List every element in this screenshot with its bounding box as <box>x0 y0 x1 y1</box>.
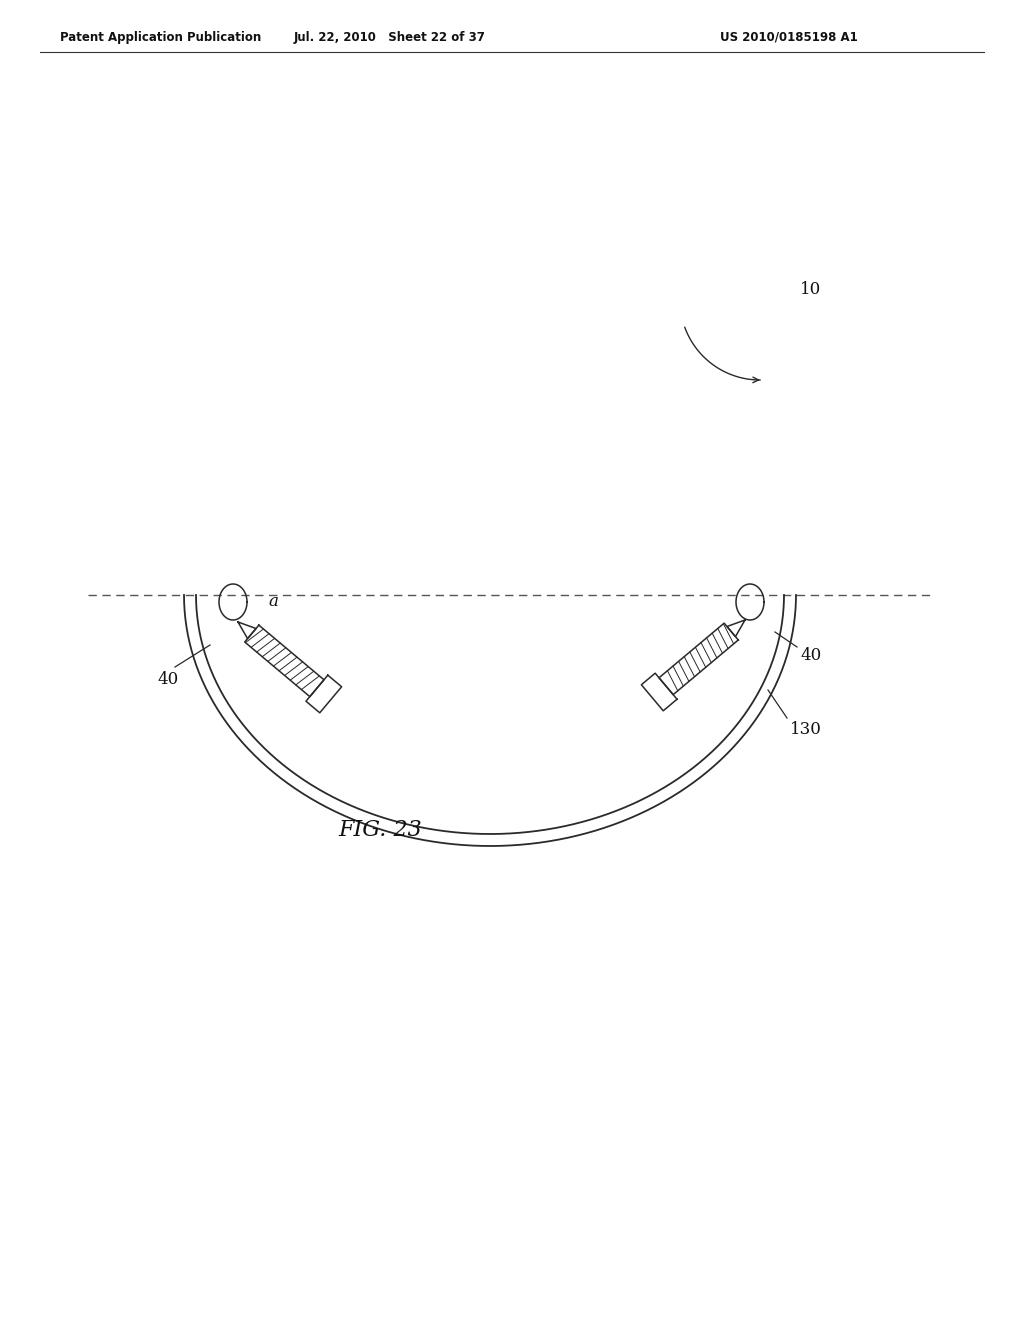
Polygon shape <box>659 623 738 694</box>
Polygon shape <box>727 620 745 636</box>
Text: 130: 130 <box>790 722 822 738</box>
Polygon shape <box>641 673 677 710</box>
Text: 40: 40 <box>158 672 178 689</box>
Polygon shape <box>238 622 256 639</box>
Text: Jul. 22, 2010   Sheet 22 of 37: Jul. 22, 2010 Sheet 22 of 37 <box>294 30 486 44</box>
Polygon shape <box>245 626 324 697</box>
Polygon shape <box>306 676 342 713</box>
Text: Patent Application Publication: Patent Application Publication <box>60 30 261 44</box>
Text: 40: 40 <box>800 647 821 664</box>
Text: 10: 10 <box>800 281 821 298</box>
Text: FIG. 23: FIG. 23 <box>338 818 422 841</box>
Text: a: a <box>268 594 278 610</box>
Text: US 2010/0185198 A1: US 2010/0185198 A1 <box>720 30 858 44</box>
